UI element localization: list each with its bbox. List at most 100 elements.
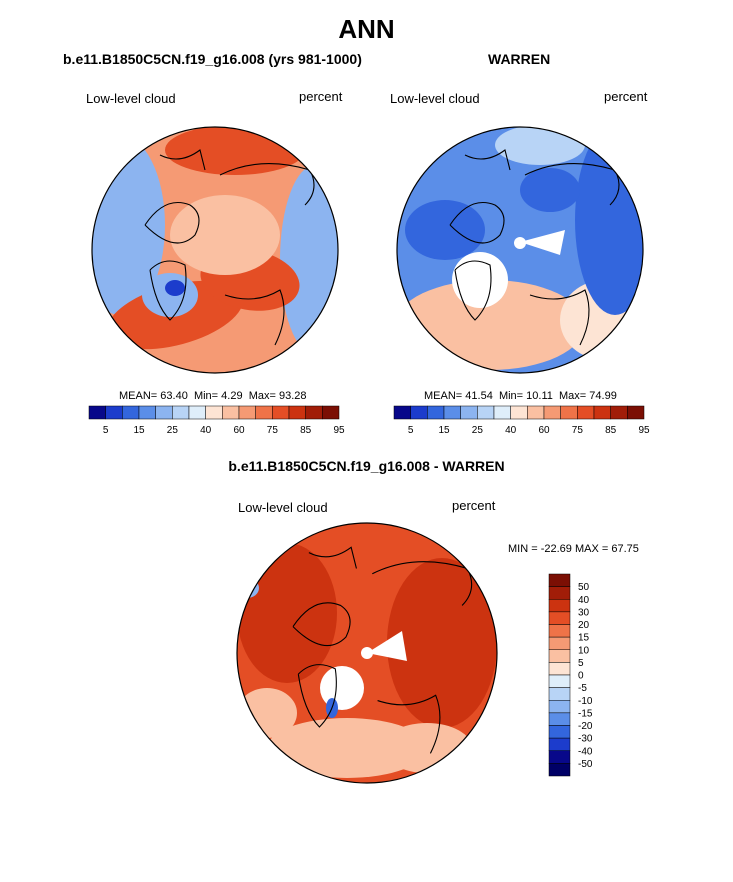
panel3-max-value: 67.75 (611, 543, 639, 555)
panel3-colorbar-swatch (548, 763, 571, 777)
panel3-variable-label: Low-level cloud (238, 500, 328, 515)
panel3-polar-map (236, 522, 498, 784)
panel3-colorbar-swatch (548, 725, 571, 739)
panel1-variable-label: Low-level cloud (86, 91, 176, 106)
panel2-colorbar-swatch (493, 405, 511, 420)
cloud-region-low (520, 168, 580, 212)
panel3-colorbar-tick-label: -20 (578, 721, 593, 732)
coastline (144, 201, 200, 244)
panel3-colorbar-tick-label: 20 (578, 620, 590, 631)
panel1-stats: MEAN= 63.40 Min= 4.29 Max= 93.28 (119, 390, 307, 402)
panel3-colorbar-tick-label: -10 (578, 696, 593, 707)
panel2-mean-value: 41.54 (465, 390, 493, 402)
panel1-colorbar-swatch (122, 405, 140, 420)
panel2-min-value: 10.11 (526, 390, 553, 402)
panel1-mean-value: 63.40 (160, 390, 188, 402)
greenland-coastline (297, 664, 337, 728)
panel1-colorbar-swatch (222, 405, 240, 420)
greenland-missing (320, 666, 364, 710)
panel2-colorbar-swatch (510, 405, 528, 420)
coastline (449, 201, 505, 244)
panel2-units-label: percent (604, 89, 648, 104)
diff-region-high (237, 543, 337, 683)
greenland-missing (452, 252, 508, 308)
panel3-colorbar-swatch (548, 662, 571, 676)
main-title: ANN (338, 14, 395, 44)
panel1-colorbar-swatch (188, 405, 206, 420)
panel3-stats: MIN = -22.69 MAX = 67.75 (508, 543, 639, 555)
panel1-colorbar-swatch (155, 405, 173, 420)
panel2-colorbar-tick-label: 25 (472, 425, 484, 436)
panel3-colorbar-swatch (548, 712, 571, 726)
pole-missing-wedge (367, 631, 407, 661)
panel3-colorbar-swatch (548, 636, 571, 650)
panel3-colorbar-tick-label: 5 (578, 658, 584, 669)
panel2-colorbar-swatch (560, 405, 578, 420)
panel3-colorbar-swatch (548, 737, 571, 751)
panel2-max-label: Max= (559, 390, 587, 402)
panel3-colorbar-swatch (548, 649, 571, 663)
panel3-colorbar-tick-label: -5 (578, 683, 587, 694)
panel1-colorbar-tick-label: 5 (103, 425, 109, 436)
pole-missing-wedge (520, 230, 565, 255)
panel3-colorbar-tick-label: 15 (578, 633, 590, 644)
panel2-colorbar-swatch (443, 405, 461, 420)
coastline (308, 546, 357, 569)
panel3-colorbar-tick-label: 30 (578, 607, 590, 618)
panel3-max-label: MAX = (574, 543, 609, 555)
panel1-colorbar-swatch (255, 405, 273, 420)
panel3-colorbar-swatch (548, 624, 571, 638)
panel2-variable-label: Low-level cloud (390, 91, 480, 106)
panel2-colorbar-tick-label: 15 (438, 425, 450, 436)
panel2-colorbar-tick-label: 95 (638, 425, 650, 436)
panel3-colorbar-swatch (548, 674, 571, 688)
panel3-colorbar-tick-label: 10 (578, 645, 590, 656)
diff-region-high (387, 558, 497, 728)
panel3-colorbar-tick-label: -50 (578, 759, 593, 770)
panel1-colorbar-swatch (288, 405, 306, 420)
panel1-min-label: Min= (193, 390, 219, 402)
coastline (372, 561, 473, 606)
greenland-coastline (454, 260, 492, 321)
cloud-region-low (405, 200, 485, 260)
panel1-colorbar: 5 15 25 40 60 75 85 95 (88, 405, 345, 436)
panel1-colorbar-swatch (322, 405, 340, 420)
panel1-colorbar-swatch (172, 405, 190, 420)
panel1-colorbar-swatch (105, 405, 123, 420)
panel1-colorbar-tick-label: 95 (333, 425, 345, 436)
panel1-max-value: 93.28 (278, 390, 307, 402)
map-boundary (91, 126, 339, 374)
panel3-colorbar-swatch (548, 700, 571, 714)
panel1-colorbar-tick-label: 25 (167, 425, 179, 436)
panel2-colorbar: 5 15 25 40 60 75 85 95 (393, 405, 650, 436)
map-field (92, 127, 338, 373)
panel2-min-label: Min= (498, 390, 524, 402)
panel3-colorbar-swatch (548, 573, 571, 587)
cloud-region-min (165, 280, 185, 296)
greenland-coastline (149, 260, 187, 321)
panel2-colorbar-tick-label: 5 (408, 425, 414, 436)
panel1-colorbar-tick-label: 85 (300, 425, 312, 436)
panel1-mean-label: MEAN= (119, 390, 158, 402)
panel3-min-label: MIN = (508, 543, 538, 555)
panel2-colorbar-swatch (577, 405, 595, 420)
greenland-cloud (142, 273, 198, 317)
panel1-colorbar-swatch (305, 405, 323, 420)
panel3-colorbar-tick-label: -40 (578, 746, 593, 757)
panel1-polar-map (91, 126, 339, 374)
pole-missing-dot (514, 237, 526, 249)
map-boundary (236, 522, 498, 784)
cloud-region-mid (170, 195, 280, 275)
panel2-stats: MEAN= 41.54 Min= 10.11 Max= 74.99 (424, 390, 617, 402)
panel2-colorbar-swatch (477, 405, 495, 420)
panel2-colorbar-swatch (460, 405, 478, 420)
panel3-min-value: -22.69 (540, 543, 572, 555)
panel2-colorbar-swatch (543, 405, 561, 420)
coastline (224, 289, 285, 346)
panel3-colorbar-tick-label: -30 (578, 734, 593, 745)
panel1-colorbar-swatch (272, 405, 290, 420)
panel2-colorbar-swatch (427, 405, 445, 420)
panel1-colorbar-swatch (238, 405, 256, 420)
